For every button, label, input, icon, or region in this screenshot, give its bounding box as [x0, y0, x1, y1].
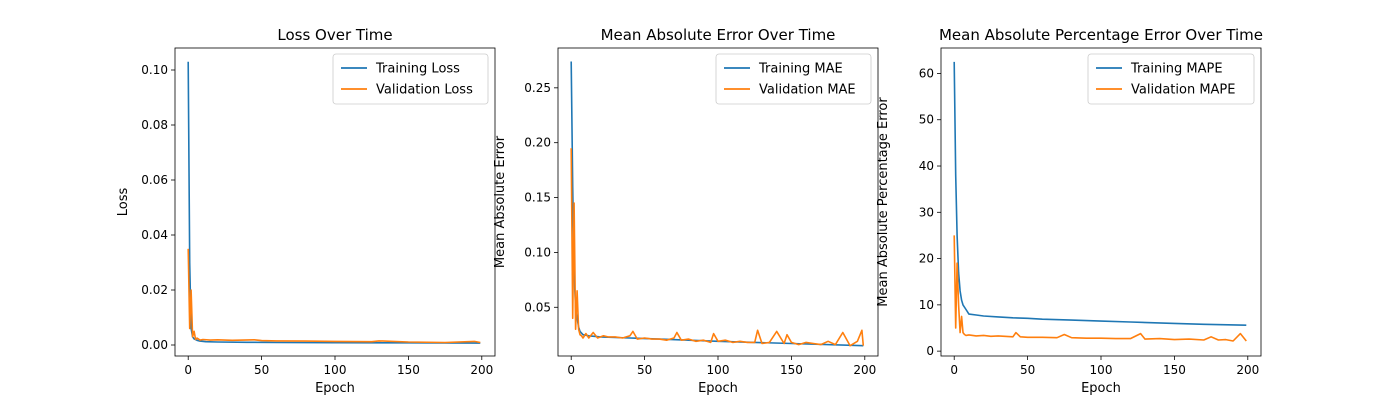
- y-tick-label: 0.00: [141, 338, 168, 352]
- legend-label: Training Loss: [375, 62, 460, 77]
- x-tick-label: 150: [1163, 363, 1186, 377]
- legend-label: Validation MAE: [759, 83, 856, 98]
- y-tick-label: 0.05: [524, 300, 551, 314]
- x-axis-label: Epoch: [698, 381, 738, 396]
- chart-panel-1: Loss Over Time 0 50 100 150 200 0.00 0.02 0.04 0.…: [116, 26, 496, 396]
- chart-title: Loss Over Time: [277, 26, 392, 44]
- y-tick-label: 0.04: [141, 228, 168, 242]
- x-tick-label: 100: [324, 363, 347, 377]
- y-tick-label: 0.25: [524, 81, 551, 95]
- series-line-validation: [187, 248, 481, 344]
- x-axis-label: Epoch: [1081, 381, 1121, 396]
- x-tick-label: 0: [950, 363, 958, 377]
- x-tick-label: 0: [184, 363, 192, 377]
- x-tick-label: 100: [1090, 363, 1113, 377]
- x-tick-label: 50: [254, 363, 269, 377]
- x-tick-label: 50: [637, 363, 652, 377]
- x-tick-label: 200: [470, 363, 493, 377]
- chart-title: Mean Absolute Error Over Time: [601, 26, 836, 44]
- y-tick-label: 40: [919, 159, 934, 173]
- legend-label: Training MAE: [758, 62, 843, 77]
- y-tick-label: 10: [919, 298, 934, 312]
- legend: Training MAE Validation MAE: [715, 53, 872, 105]
- y-axis-label: Mean Absolute Error: [493, 135, 508, 268]
- series-line-training: [187, 61, 481, 344]
- y-tick-label: 60: [919, 66, 934, 80]
- series-line-validation: [953, 235, 1247, 342]
- series-line-training: [953, 61, 1247, 326]
- y-axis-label: Mean Absolute Percentage Error: [876, 97, 891, 307]
- legend: Training Loss Validation Loss: [332, 53, 489, 105]
- y-tick-label: 20: [919, 252, 934, 266]
- x-tick-label: 50: [1020, 363, 1035, 377]
- y-tick-label: 50: [919, 113, 934, 127]
- x-tick-label: 200: [853, 363, 876, 377]
- chart-panel-3: Mean Absolute Percentage Error Over Time…: [876, 26, 1263, 396]
- legend-box: [715, 53, 872, 105]
- series-line-validation: [570, 148, 865, 347]
- legend-box: [332, 53, 489, 105]
- x-tick-label: 150: [780, 363, 803, 377]
- x-tick-label: 100: [707, 363, 730, 377]
- y-tick-label: 30: [919, 205, 934, 219]
- x-tick-label: 200: [1236, 363, 1259, 377]
- y-tick-label: 0.15: [524, 191, 551, 205]
- legend-label: Validation Loss: [376, 83, 473, 98]
- x-tick-label: 150: [397, 363, 420, 377]
- x-axis-label: Epoch: [315, 381, 355, 396]
- y-tick-label: 0.10: [141, 63, 168, 77]
- legend-label: Validation MAPE: [1131, 83, 1236, 98]
- legend-box: [1087, 53, 1255, 105]
- y-tick-label: 0: [926, 344, 934, 358]
- chart-panel-2: Mean Absolute Error Over Time 0 50 100 150 20…: [493, 26, 879, 396]
- y-tick-label: 0.02: [141, 283, 168, 297]
- y-tick-label: 0.06: [141, 173, 168, 187]
- chart-title: Mean Absolute Percentage Error Over Time: [939, 26, 1263, 44]
- legend-label: Training MAPE: [1130, 62, 1223, 77]
- y-axis-label: Loss: [116, 188, 131, 217]
- y-tick-label: 0.20: [524, 136, 551, 150]
- y-tick-label: 0.10: [524, 245, 551, 259]
- legend: Training MAPE Validation MAPE: [1087, 53, 1255, 105]
- y-tick-label: 0.08: [141, 118, 168, 132]
- x-tick-label: 0: [567, 363, 575, 377]
